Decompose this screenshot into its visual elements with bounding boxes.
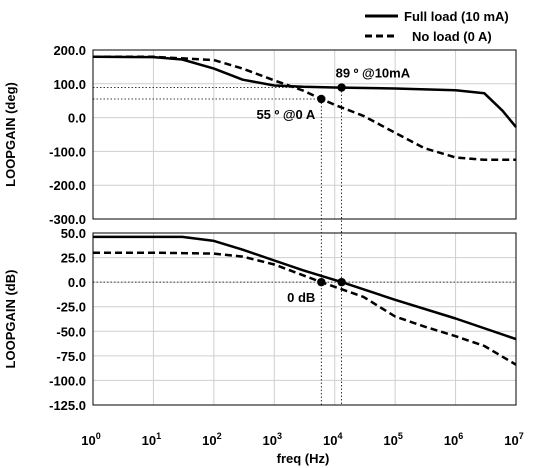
phase-y-tick-label: 0.0 [68, 111, 86, 126]
phase-y-tick-label: 100.0 [53, 77, 86, 92]
phase-y-tick-label: -200.0 [49, 178, 86, 193]
phase-panel: 200.0 100.0 0.0 -100.0 -200.0 -300.0 LOOPGAIN … [3, 43, 517, 227]
gain-y-tick-label: 50.0 [61, 226, 86, 241]
x-tick-exponent: 6 [458, 431, 463, 441]
x-tick-label: 105 [383, 431, 402, 448]
gain-y-axis-title: LOOPGAIN (dB) [3, 270, 18, 369]
legend: Full load (10 mA) No load (0 A) [365, 9, 509, 44]
crossover-lines [320, 87, 342, 405]
gain-y-tick-label: 0.0 [68, 275, 86, 290]
x-tick-label: 101 [142, 431, 161, 448]
x-tick-exponent: 5 [398, 431, 403, 441]
phase-frame [92, 49, 517, 220]
x-axis-title: freq (Hz) [277, 451, 330, 466]
x-tick-exponent: 2 [217, 431, 222, 441]
gain-marker [337, 277, 346, 287]
legend-label-no-load: No load (0 A) [412, 29, 492, 44]
gain-panel: 50.0 25.0 0.0 -25.0 -50.0 -75.0 -100.0 -125.0 LO… [3, 226, 517, 413]
x-tick-base: 10 [263, 433, 277, 448]
phase-annotation: 89 º @10mA [336, 66, 411, 81]
x-tick-base: 10 [142, 433, 156, 448]
phase-series-no-load [93, 55, 516, 162]
gain-y-tick-label: -100.0 [49, 373, 86, 388]
x-tick-label: 103 [263, 431, 282, 448]
x-tick-label: 102 [202, 431, 221, 448]
x-tick-label: 104 [323, 431, 342, 448]
x-tick-exponent: 4 [337, 431, 342, 441]
x-tick-base: 10 [81, 433, 95, 448]
phase-y-tick-label: -300.0 [49, 212, 86, 227]
x-tick-exponent: 3 [277, 431, 282, 441]
x-tick-exponent: 1 [156, 431, 161, 441]
gain-y-tick-label: -25.0 [56, 300, 86, 315]
x-tick-label: 106 [444, 431, 463, 448]
gain-series-full-load [93, 235, 517, 341]
x-tick-base: 10 [202, 433, 216, 448]
x-tick-exponent: 7 [519, 431, 524, 441]
gain-y-tick-label: -75.0 [56, 349, 86, 364]
gain-y-tick-label: 25.0 [61, 251, 86, 266]
phase-y-tick-label: 200.0 [53, 43, 86, 58]
legend-label-full-load: Full load (10 mA) [404, 9, 509, 24]
x-axis: 100 101 102 103 104 105 106 107 [81, 431, 523, 448]
x-tick-label: 100 [81, 431, 100, 448]
x-tick-label: 107 [504, 431, 523, 448]
x-tick-exponent: 0 [96, 431, 101, 441]
gain-annotation: 0 dB [287, 290, 315, 305]
phase-y-tick-label: -100.0 [49, 144, 86, 159]
gain-y-tick-label: -125.0 [49, 398, 86, 413]
gain-y-tick-label: -50.0 [56, 324, 86, 339]
gain-frame [92, 232, 517, 406]
x-tick-base: 10 [504, 433, 518, 448]
phase-annotation: 55 º @0 A [256, 107, 315, 122]
x-tick-base: 10 [444, 433, 458, 448]
x-tick-base: 10 [323, 433, 337, 448]
x-tick-base: 10 [383, 433, 397, 448]
phase-y-axis-title: LOOPGAIN (deg) [3, 82, 18, 187]
